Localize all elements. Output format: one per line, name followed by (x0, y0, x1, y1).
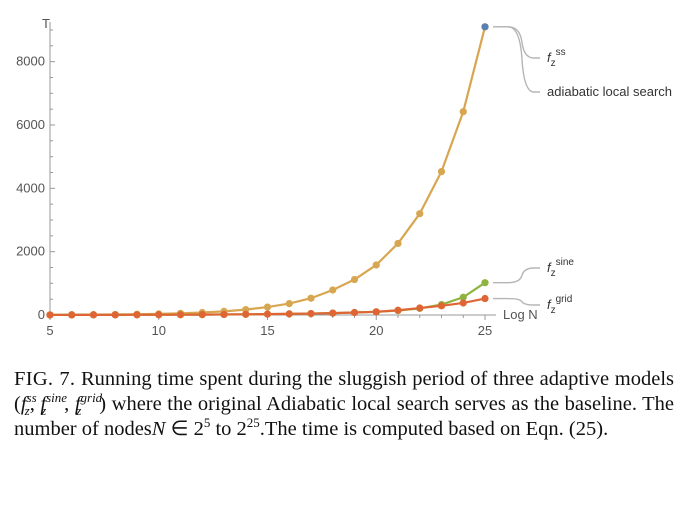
legend-leader-line (493, 297, 540, 306)
caption-f-ss: fssz (20, 390, 37, 419)
caption-n: N (151, 418, 166, 440)
series-lines (49, 26, 487, 317)
data-point (68, 311, 76, 319)
x-tick-label: 15 (260, 323, 274, 338)
data-point (285, 310, 293, 318)
y-tick-label: 0 (38, 307, 45, 322)
y-axis-label: T (42, 16, 50, 31)
data-point (111, 311, 119, 319)
data-point (307, 294, 315, 302)
data-point (263, 310, 272, 318)
data-point (46, 311, 54, 319)
caption-text-3: .The time is computed based on Eqn. (25)… (259, 418, 609, 440)
data-point (329, 309, 337, 317)
data-point (220, 310, 228, 319)
figure-caption: FIG. 7. Running time spent during the sl… (14, 367, 674, 442)
y-tick-label: 6000 (16, 117, 45, 132)
legend-leader-line (493, 26, 540, 59)
x-tick-label: 20 (369, 323, 383, 338)
x-axis-label: Log N (503, 307, 538, 322)
x-tick-label: 5 (46, 323, 53, 338)
caption-exp-1: 5 (203, 415, 211, 431)
y-tick-label: 4000 (16, 180, 45, 195)
axes: 0 2000 4000 6000 8000 5 10 15 20 25 T Log N (16, 16, 538, 338)
caption-text-1: Running time spent during the sluggish p… (14, 368, 674, 415)
legend-label: fzsine (547, 257, 574, 279)
data-point (416, 210, 424, 218)
legend-label: adiabatic local search (547, 84, 672, 99)
caption-label: FIG. 7. (14, 368, 76, 390)
caption-f-grid: fgridz (74, 390, 103, 419)
data-point (307, 309, 315, 318)
series-line (49, 26, 487, 316)
data-point (481, 279, 489, 287)
caption-text-2: ) where the original Adiabatic local sea… (14, 393, 674, 440)
data-point (372, 261, 380, 269)
data-point (481, 23, 489, 31)
caption-to: to 2 (210, 418, 247, 440)
caption-sep-1: , (29, 393, 41, 415)
legend-label: fzss (547, 47, 566, 69)
x-tick-label: 25 (478, 323, 492, 338)
y-tick-label: 8000 (16, 54, 45, 69)
data-point (285, 300, 293, 308)
caption-f-sine: fsinez (40, 390, 68, 419)
data-point (459, 293, 467, 301)
data-point (263, 303, 272, 311)
data-point (394, 239, 402, 248)
data-point (416, 304, 424, 312)
legend-leader-line (493, 267, 540, 284)
data-point (198, 310, 206, 319)
data-point (176, 311, 185, 319)
data-point (89, 311, 98, 319)
series-points (46, 23, 489, 319)
caption-elem: ∈ 2 (165, 418, 204, 440)
legend-leader-line (493, 26, 540, 93)
data-point (437, 302, 446, 310)
data-point (350, 308, 359, 317)
chart: 0 2000 4000 6000 8000 5 10 15 20 25 T Log N fzss adi… (16, 16, 672, 338)
data-point (155, 311, 163, 319)
data-point (437, 167, 446, 176)
data-point (481, 294, 489, 303)
caption-sep-2: , (64, 393, 75, 415)
data-point (372, 308, 380, 316)
data-point (459, 108, 467, 116)
legend: fzss adiabatic local search fzsine fzgrid (493, 26, 672, 316)
y-tick-label: 2000 (16, 244, 45, 259)
x-tick-label: 10 (152, 323, 166, 338)
data-point (329, 286, 337, 294)
caption-exp-2: 25 (246, 415, 260, 431)
data-point (459, 299, 467, 307)
data-point (350, 275, 359, 284)
data-point (394, 306, 402, 314)
data-point (133, 311, 141, 319)
legend-label: fzgrid (547, 294, 572, 316)
data-point (242, 310, 250, 318)
